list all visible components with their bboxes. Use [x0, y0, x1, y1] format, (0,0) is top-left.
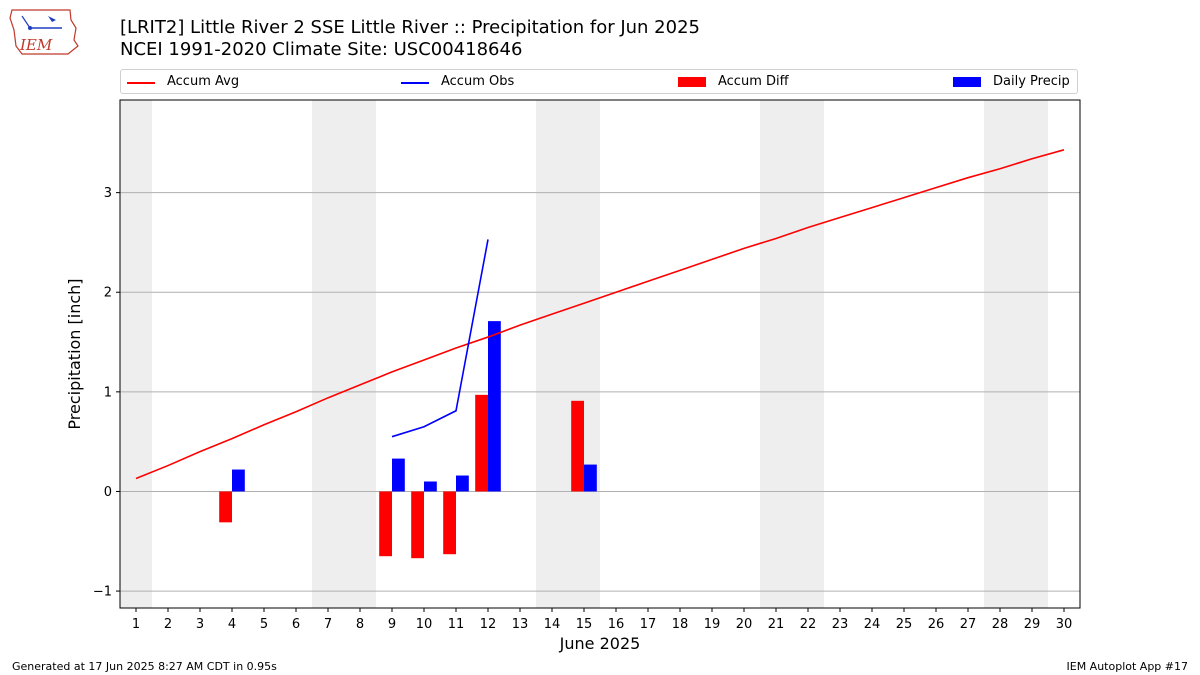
weekend-band: [984, 100, 1016, 608]
x-tick-label: 26: [928, 617, 945, 632]
y-tick-label: 2: [104, 286, 112, 301]
legend-swatch-accum-diff: [678, 77, 706, 87]
x-tick-label: 6: [292, 617, 300, 632]
x-tick-label: 18: [672, 617, 689, 632]
legend: Accum Avg Accum Obs Accum Diff Daily Pre…: [120, 69, 1078, 94]
generated-timestamp: Generated at 17 Jun 2025 8:27 AM CDT in …: [12, 660, 277, 673]
x-tick-label: 24: [864, 617, 881, 632]
bar-accum-diff: [571, 400, 584, 492]
weekend-band: [568, 100, 600, 608]
x-tick-label: 2: [164, 617, 172, 632]
x-tick-label: 9: [388, 617, 396, 632]
line-accum-obs: [391, 239, 489, 438]
x-tick-label: 29: [1024, 617, 1041, 632]
x-axis-label: June 2025: [559, 634, 641, 653]
chart-subtitle: NCEI 1991-2020 Climate Site: USC00418646: [120, 39, 523, 60]
x-tick-label: 21: [768, 617, 785, 632]
bar-accum-diff: [411, 491, 424, 559]
y-axis-label: Precipitation [inch]: [65, 278, 84, 429]
plot-area: [120, 100, 1080, 608]
legend-swatch-accum-obs: [401, 82, 429, 84]
svg-text:IEM: IEM: [19, 36, 53, 54]
x-tick-label: 19: [704, 617, 721, 632]
x-tick-label: 30: [1056, 617, 1073, 632]
iem-logo: IEM: [9, 9, 79, 55]
legend-label-daily-precip: Daily Precip: [993, 74, 1070, 89]
weekend-band: [344, 100, 376, 608]
x-tick-label: 5: [260, 617, 268, 632]
x-tick-label: 12: [480, 617, 497, 632]
x-tick-label: 10: [416, 617, 433, 632]
x-tick-label: 11: [448, 617, 465, 632]
bar-accum-diff: [379, 491, 392, 557]
x-tick-label: 14: [544, 617, 561, 632]
legend-swatch-accum-avg: [127, 82, 155, 84]
y-tick-label: −1: [93, 585, 112, 600]
bar-daily-precip: [392, 458, 405, 492]
y-tick-label: 0: [104, 485, 112, 500]
weekend-band: [760, 100, 792, 608]
chart-title: [LRIT2] Little River 2 SSE Little River …: [120, 17, 700, 38]
x-tick-label: 15: [576, 617, 593, 632]
x-tick-label: 23: [832, 617, 849, 632]
x-tick-label: 8: [356, 617, 364, 632]
x-tick-label: 4: [228, 617, 236, 632]
weekend-band: [312, 100, 344, 608]
legend-swatch-daily-precip: [953, 77, 981, 87]
x-tick-label: 13: [512, 617, 529, 632]
weekend-band: [1016, 100, 1048, 608]
bar-daily-precip: [232, 469, 245, 492]
weekend-band: [792, 100, 824, 608]
x-tick-label: 20: [736, 617, 753, 632]
x-tick-label: 3: [196, 617, 204, 632]
line-accum-avg: [135, 149, 1065, 480]
legend-label-accum-diff: Accum Diff: [718, 74, 789, 89]
bar-daily-precip: [488, 321, 501, 492]
bar-accum-diff: [475, 394, 488, 492]
x-tick-label: 16: [608, 617, 625, 632]
bar-daily-precip: [584, 464, 597, 492]
weekend-band: [536, 100, 568, 608]
x-tick-label: 22: [800, 617, 817, 632]
weekend-band: [120, 100, 152, 608]
bar-daily-precip: [456, 475, 469, 492]
x-tick-label: 17: [640, 617, 657, 632]
plot-frame: [119, 99, 1081, 609]
bar-accum-diff: [219, 491, 232, 523]
legend-label-accum-obs: Accum Obs: [441, 74, 515, 89]
x-tick-label: 25: [896, 617, 913, 632]
y-tick-label: 3: [104, 186, 112, 201]
bar-accum-diff: [443, 491, 456, 555]
app-credit: IEM Autoplot App #17: [1066, 660, 1189, 673]
legend-label-accum-avg: Accum Avg: [167, 74, 240, 89]
y-tick-label: 1: [104, 385, 112, 400]
x-tick-label: 28: [992, 617, 1009, 632]
x-tick-label: 27: [960, 617, 977, 632]
x-tick-label: 7: [324, 617, 332, 632]
x-tick-label: 1: [132, 617, 140, 632]
bar-daily-precip: [424, 481, 437, 492]
